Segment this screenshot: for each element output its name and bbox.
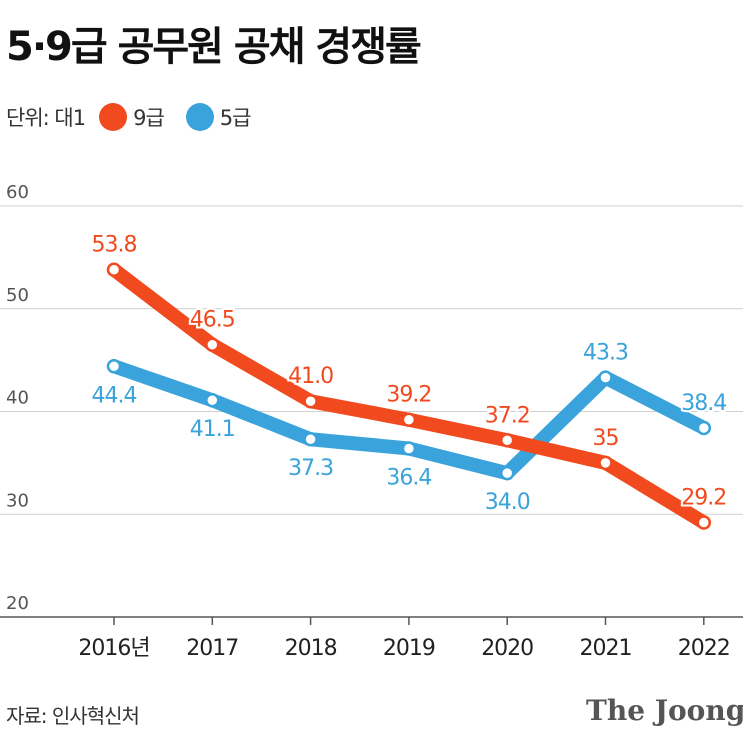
data-point: [696, 515, 712, 530]
data-label: 39.2: [386, 383, 431, 408]
x-tick-label: 2019: [383, 636, 435, 661]
chart-title: 5·9급 공무원 공채 경쟁률: [6, 24, 422, 70]
publisher-logo: The Joong/: [586, 694, 743, 727]
data-label: 37.2: [485, 403, 530, 428]
legend-swatch-5: [185, 103, 214, 131]
legend-item-9: 9급: [99, 102, 165, 132]
legend-swatch-9: [99, 103, 128, 131]
data-point: [696, 420, 712, 436]
y-tick-label: 40: [6, 388, 29, 409]
y-tick-label: 60: [6, 182, 29, 203]
data-label: 46.5: [190, 308, 235, 333]
data-point: [598, 370, 613, 385]
x-tick-label: 2018: [285, 636, 337, 661]
data-label: 41.0: [288, 364, 333, 389]
data-point: [106, 359, 122, 374]
data-label: 29.2: [681, 485, 726, 510]
legend: 단위: 대1 9급 5급: [6, 102, 272, 132]
data-label: 43.3: [583, 341, 628, 366]
data-point: [303, 431, 318, 447]
data-point: [205, 392, 220, 408]
data-point: [401, 412, 417, 427]
legend-label-5: 5급: [219, 106, 252, 130]
legend-label-9: 9급: [133, 106, 165, 130]
unit-label: 단위: 대1: [6, 106, 86, 130]
data-point: [401, 441, 417, 456]
data-point: [598, 455, 613, 471]
data-label: 53.8: [92, 233, 137, 258]
y-tick-label: 50: [6, 285, 29, 306]
data-point: [499, 433, 515, 448]
x-tick-label: 2016년: [78, 636, 149, 661]
x-tick-label: 2017: [186, 636, 238, 661]
legend-item-5: 5급: [185, 102, 252, 132]
data-point: [106, 262, 122, 277]
data-label: 44.4: [92, 383, 137, 408]
x-tick-label: 2021: [580, 636, 632, 661]
x-tick-label: 2020: [481, 636, 533, 661]
x-tick-label: 2022: [678, 636, 730, 661]
data-label: 34.0: [485, 490, 530, 515]
data-point: [303, 393, 318, 409]
data-label: 38.4: [681, 391, 726, 416]
data-label: 36.4: [386, 465, 431, 490]
data-label: 37.3: [288, 456, 333, 481]
data-label: 35: [593, 426, 619, 451]
data-point: [499, 465, 515, 481]
data-label: 41.1: [190, 417, 235, 442]
source-note: 자료: 인사혁신처: [6, 704, 140, 728]
data-point: [205, 337, 220, 352]
y-tick-label: 20: [6, 593, 29, 614]
y-tick-label: 30: [6, 490, 29, 511]
